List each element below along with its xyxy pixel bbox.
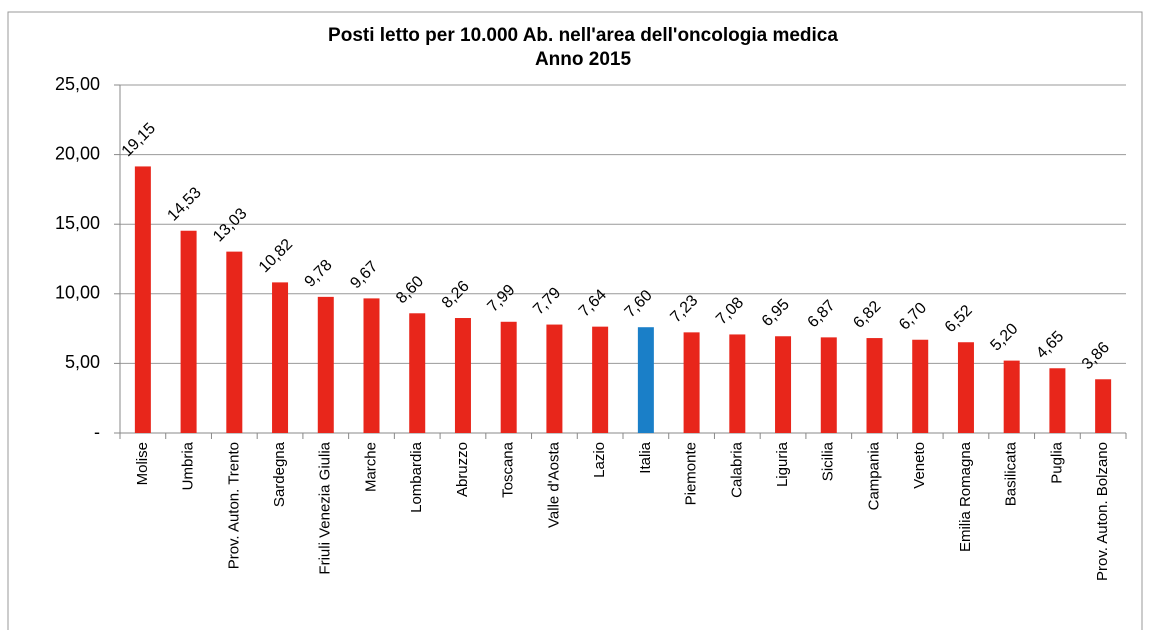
bar <box>1049 368 1066 433</box>
chart-subtitle: Anno 2015 <box>535 49 632 70</box>
bar <box>775 336 792 433</box>
y-tick-label: 10,00 <box>55 283 100 303</box>
bar <box>134 166 151 433</box>
y-tick-label: 5,00 <box>65 352 100 372</box>
x-tick-label: Umbria <box>180 441 197 490</box>
x-tick-label: Valle d'Aosta <box>545 441 562 528</box>
y-tick-label: 25,00 <box>55 74 100 94</box>
x-tick-label: Lazio <box>591 442 608 478</box>
bar <box>866 338 883 433</box>
chart-title: Posti letto per 10.000 Ab. nell'area del… <box>328 25 838 46</box>
x-tick-label: Piemonte <box>683 442 700 505</box>
x-tick-label: Molise <box>134 442 151 485</box>
bar <box>683 332 700 433</box>
bar <box>912 339 929 433</box>
bar <box>1095 379 1112 433</box>
bar <box>409 313 426 433</box>
x-tick-label: Puglia <box>1048 441 1065 483</box>
x-tick-label: Basilicata <box>1003 441 1020 506</box>
bar <box>729 334 746 433</box>
x-tick-label: Prov. Auton. Trento <box>225 442 242 569</box>
bar <box>637 327 654 433</box>
x-tick-label: Prov. Auton. Bolzano <box>1094 442 1111 581</box>
x-tick-label: Liguria <box>774 441 791 487</box>
bar <box>1003 360 1020 433</box>
x-tick-label: Italia <box>637 441 654 473</box>
y-tick-label: - <box>94 422 100 442</box>
bar <box>363 298 380 433</box>
bar <box>317 296 334 433</box>
x-tick-label: Calabria <box>728 441 745 498</box>
y-tick-label: 20,00 <box>55 143 100 163</box>
y-tick-label: 15,00 <box>55 213 100 233</box>
x-tick-label: Lombardia <box>408 441 425 513</box>
bar <box>272 282 289 433</box>
x-tick-label: Marche <box>362 442 379 492</box>
bar <box>454 318 471 433</box>
x-tick-label: Abruzzo <box>454 442 471 497</box>
bar <box>592 326 609 433</box>
x-tick-label: Sicilia <box>820 441 837 481</box>
x-tick-label: Toscana <box>500 441 517 498</box>
bar <box>180 230 197 433</box>
chart-border <box>7 11 1143 630</box>
x-tick-label: Sardegna <box>271 441 288 507</box>
bar <box>500 321 517 433</box>
bar <box>820 337 837 433</box>
x-tick-label: Veneto <box>911 442 928 489</box>
x-tick-label: Emilia Romagna <box>957 441 974 552</box>
x-tick-label: Campania <box>865 441 882 510</box>
bar <box>546 324 563 433</box>
bar <box>226 251 243 433</box>
x-tick-label: Friuli Venezia Giulia <box>317 441 334 574</box>
bar <box>957 342 974 433</box>
